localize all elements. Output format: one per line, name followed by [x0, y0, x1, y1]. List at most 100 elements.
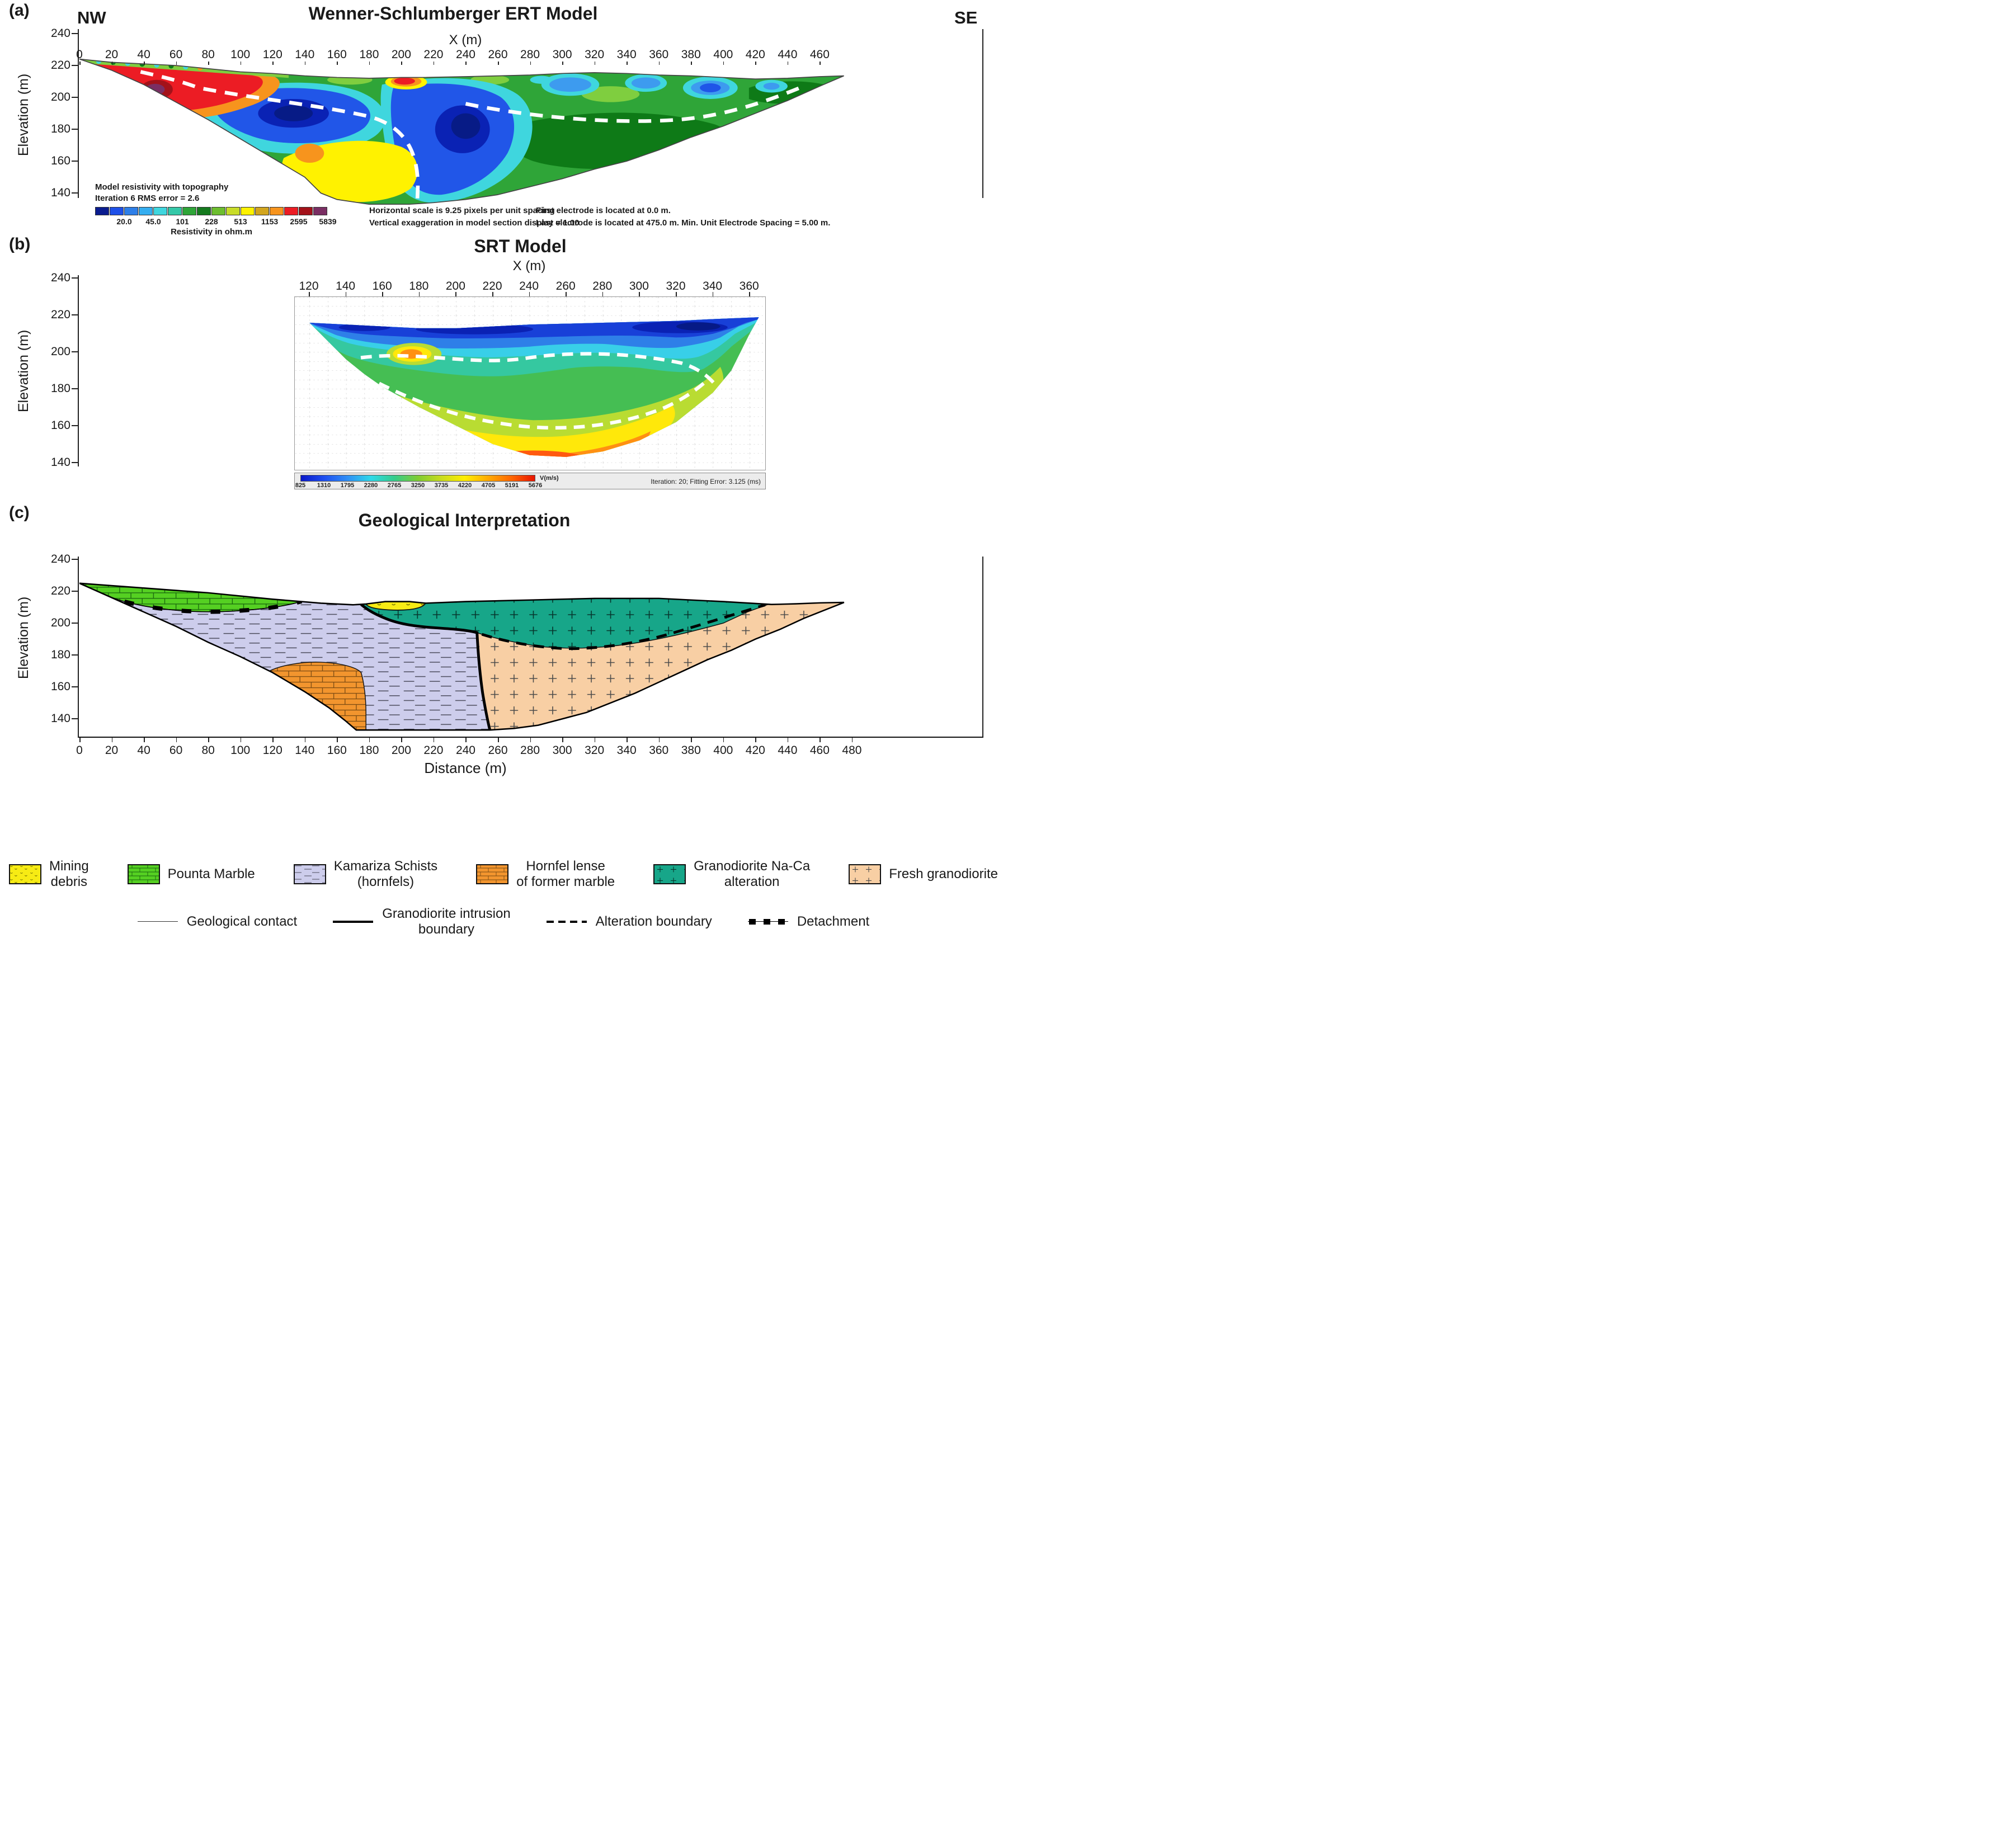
a-xtick: 140	[295, 48, 315, 61]
c-xtick-mark	[498, 738, 499, 742]
legend-units-row: Mining debris Pounta Marble Kamariza Sch…	[0, 859, 1007, 889]
b-xtick-mark	[639, 292, 640, 296]
legend-item-fresh-granodiorite: Fresh granodiorite	[849, 859, 998, 889]
b-xtick-mark	[676, 292, 677, 296]
c-xtick: 180	[359, 744, 379, 757]
c-xtick-mark	[144, 738, 145, 742]
a-xtick: 0	[76, 48, 83, 61]
c-xtick-mark	[111, 738, 113, 742]
c-xtick: 80	[201, 744, 215, 757]
c-xtick: 20	[105, 744, 119, 757]
a-xtick: 120	[262, 48, 282, 61]
a-xtick-mark	[755, 62, 756, 65]
c-xtick: 440	[778, 744, 798, 757]
b-ytick: 240	[50, 271, 70, 284]
panel-a-note-2: Iteration 6 RMS error = 2.6	[95, 194, 200, 203]
c-xtick-mark	[369, 738, 370, 742]
c-xtick: 260	[488, 744, 508, 757]
b-ytick: 200	[50, 345, 70, 358]
a-ytick: 220	[50, 59, 70, 72]
a-xtick: 60	[169, 48, 183, 61]
a-xtick: 380	[681, 48, 701, 61]
c-xtick: 220	[423, 744, 444, 757]
c-xtick-mark	[787, 738, 789, 742]
a-ytick: 180	[50, 122, 70, 135]
b-xtick: 360	[739, 280, 759, 293]
a-xtick-mark	[337, 62, 338, 65]
granodiorite-intrusion-boundary	[360, 603, 492, 730]
a-colorbar-swatch	[241, 207, 255, 215]
c-xtick-mark	[272, 738, 274, 742]
b-xtick-mark	[602, 292, 604, 296]
a-xtick: 400	[713, 48, 733, 61]
a-ytick-mark	[72, 129, 78, 130]
b-ytick: 160	[50, 419, 70, 432]
kamariza-schists-swatch	[293, 864, 326, 884]
legend-item-granodiorite-alteration: Granodiorite Na-Ca alteration	[653, 859, 810, 889]
panel-b-title: SRT Model	[474, 236, 567, 256]
a-colorbar-tick: 228	[205, 217, 218, 226]
b-ytick: 140	[50, 456, 70, 469]
c-xtick: 320	[585, 744, 605, 757]
legend-label-intrusion-boundary: Granodiorite intrusion boundary	[382, 906, 511, 937]
b-xtick-mark	[712, 292, 714, 296]
a-ytick: 160	[50, 154, 70, 167]
c-xtick: 280	[520, 744, 540, 757]
geological-contact-sample	[137, 921, 178, 922]
c-ytick: 220	[50, 584, 70, 598]
a-xtick: 280	[520, 48, 540, 61]
panel-b-xaxis-label: X (m)	[512, 258, 546, 274]
b-xtick: 340	[703, 280, 723, 293]
c-xtick-mark	[658, 738, 660, 742]
b-ytick-mark	[72, 462, 78, 463]
c-xtick-mark	[401, 738, 402, 742]
b-xtick-mark	[529, 292, 530, 296]
a-colorbar-tick: 20.0	[116, 217, 132, 226]
panel-a-footnote-3: First electrode is located at 0.0 m.	[536, 206, 671, 215]
legend-item-mining-debris: Mining debris	[9, 859, 89, 889]
c-xtick-mark	[820, 738, 821, 742]
mining-debris-swatch	[9, 864, 41, 884]
a-xtick-mark	[79, 62, 81, 65]
c-ytick: 200	[50, 616, 70, 630]
srt-plot-box	[294, 296, 766, 470]
b-colorbar-tick: 2765	[387, 482, 402, 489]
panel-a-title: Wenner-Schlumberger ERT Model	[308, 3, 598, 23]
c-xtick: 360	[649, 744, 669, 757]
legend-label-granodiorite-alteration: Granodiorite Na-Ca alteration	[694, 859, 811, 889]
panel-a-corner-nw: NW	[77, 8, 106, 27]
c-xtick: 380	[681, 744, 701, 757]
interpretation-dashed-line	[360, 352, 726, 401]
legend-label-pounta-marble: Pounta Marble	[167, 866, 255, 881]
c-xtick: 460	[809, 744, 830, 757]
b-colorbar-tick: 825	[295, 482, 306, 489]
a-colorbar-swatch	[226, 207, 240, 215]
panel-c-title: Geological Interpretation	[358, 510, 571, 530]
a-xtick: 320	[585, 48, 605, 61]
b-colorbar-tick: 2280	[364, 482, 378, 489]
a-xtick: 460	[809, 48, 830, 61]
legend-label-alteration-boundary: Alteration boundary	[595, 913, 712, 929]
srt-velocity-section	[295, 297, 765, 470]
a-xtick: 220	[423, 48, 444, 61]
c-xtick-mark	[433, 738, 435, 742]
a-xtick: 100	[230, 48, 251, 61]
legend-label-fresh-granodiorite: Fresh granodiorite	[889, 866, 998, 881]
c-xtick: 300	[552, 744, 572, 757]
b-colorbar-tick: 5676	[528, 482, 543, 489]
a-xtick-mark	[240, 62, 242, 65]
a-xtick-mark	[627, 62, 628, 65]
panel-b-tag: (b)	[9, 235, 31, 253]
c-xtick-mark	[562, 738, 563, 742]
c-xtick-mark	[337, 738, 338, 742]
b-xtick: 140	[336, 280, 356, 293]
a-xtick-mark	[272, 62, 274, 65]
legend-label-mining-debris: Mining debris	[49, 859, 89, 889]
a-colorbar-tick: 1153	[261, 217, 279, 226]
a-xtick-mark	[594, 62, 596, 65]
a-colorbar-swatch	[182, 207, 196, 215]
b-ytick-mark	[72, 388, 78, 389]
b-xtick: 160	[372, 280, 392, 293]
legend-lines-row: Geological contact Granodiorite intrusio…	[0, 906, 1007, 937]
a-xtick-mark	[208, 62, 209, 65]
